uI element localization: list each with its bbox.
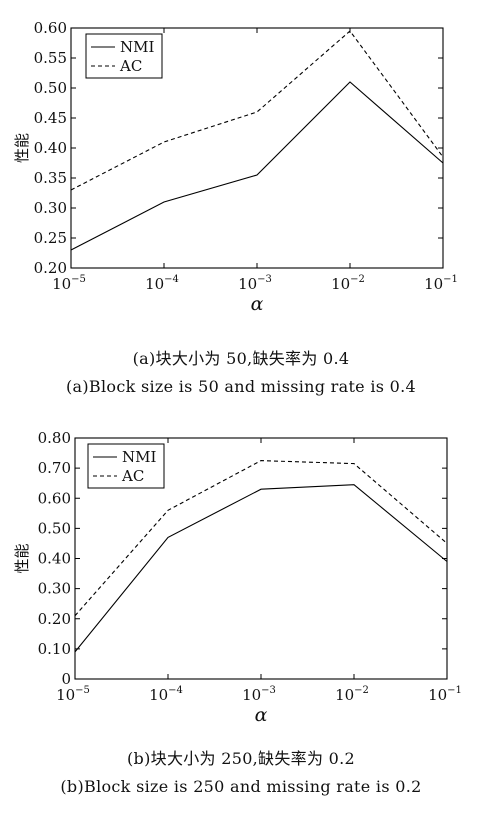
chart-b-y-axis-label: 性能 — [13, 543, 31, 573]
chart-b-x-tick-label: 10−4 — [149, 685, 183, 704]
chart-a-y-tick-label: 0.45 — [34, 109, 67, 127]
chart-b-legend-box — [87, 443, 165, 489]
chart-a-x-tick-label: 10−2 — [331, 274, 365, 293]
chart-a-x-tick-label: 10−5 — [52, 274, 86, 293]
chart-b-y-tick-label: 0.80 — [38, 429, 71, 447]
chart-a-legend-label-nmi: NMI — [120, 38, 154, 56]
chart-b-x-tick-label: 10−5 — [56, 685, 90, 704]
chart-b-caption-cn: (b)块大小为 250,缺失率为 0.2 — [127, 749, 355, 768]
chart-b-y-tick-label: 0.20 — [38, 610, 71, 628]
chart-b-caption-en: (b)Block size is 250 and missing rate is… — [60, 777, 422, 796]
chart-a-x-tick-label: 10−4 — [145, 274, 179, 293]
chart-a-y-tick-label: 0.35 — [34, 169, 67, 187]
chart-a-y-axis-label: 性能 — [13, 133, 31, 163]
chart-a-x-tick-label: 10−1 — [424, 274, 458, 293]
chart-b-legend-label-nmi: NMI — [122, 448, 156, 466]
chart-b-series-nmi-line — [74, 484, 448, 653]
chart-b-y-tick-label: 0.40 — [38, 550, 71, 568]
chart-a-x-tick-label: 10−3 — [238, 274, 272, 293]
chart-b-x-tick-label: 10−1 — [428, 685, 462, 704]
chart-a-x-axis-label: α — [251, 293, 264, 315]
chart-a-caption-en: (a)Block size is 50 and missing rate is … — [65, 377, 416, 396]
chart-a-y-tick-label: 0.20 — [34, 259, 67, 277]
chart-b-x-tick-label: 10−2 — [335, 685, 369, 704]
chart-b-legend-label-ac: AC — [121, 467, 144, 485]
chart-b: 0 0.10 0.20 0.30 0.40 0.50 0.60 0.70 0.80 10−5 10−… — [13, 429, 462, 726]
chart-b-y-tick-label: 0.50 — [38, 519, 71, 537]
chart-a-caption-cn: (a)块大小为 50,缺失率为 0.4 — [132, 349, 350, 368]
chart-a-y-tick-label: 0.60 — [34, 19, 67, 37]
chart-b-series-ac-line — [74, 460, 448, 617]
chart-b-x-axis-label: α — [255, 704, 268, 726]
chart-a: 0.20 0.25 0.30 0.35 0.40 0.45 0.50 0.55 0.60 10−5… — [13, 19, 458, 315]
chart-a-series-nmi-line — [70, 81, 444, 251]
chart-a-y-tick-label: 0.55 — [34, 49, 67, 67]
chart-a-legend-label-ac: AC — [119, 57, 142, 75]
chart-a-y-tick-label: 0.50 — [34, 79, 67, 97]
chart-a-legend-box — [85, 33, 163, 79]
chart-b-y-tick-label: 0.30 — [38, 580, 71, 598]
chart-b-y-tick-label: 0.10 — [38, 640, 71, 658]
chart-a-y-tick-label: 0.25 — [34, 229, 67, 247]
chart-a-y-tick-label: 0.30 — [34, 199, 67, 217]
chart-b-y-tick-label: 0 — [61, 670, 71, 688]
chart-a-y-tick-label: 0.40 — [34, 139, 67, 157]
chart-b-x-tick-label: 10−3 — [242, 685, 276, 704]
chart-b-y-tick-label: 0.60 — [38, 489, 71, 507]
chart-b-y-tick-label: 0.70 — [38, 459, 71, 477]
